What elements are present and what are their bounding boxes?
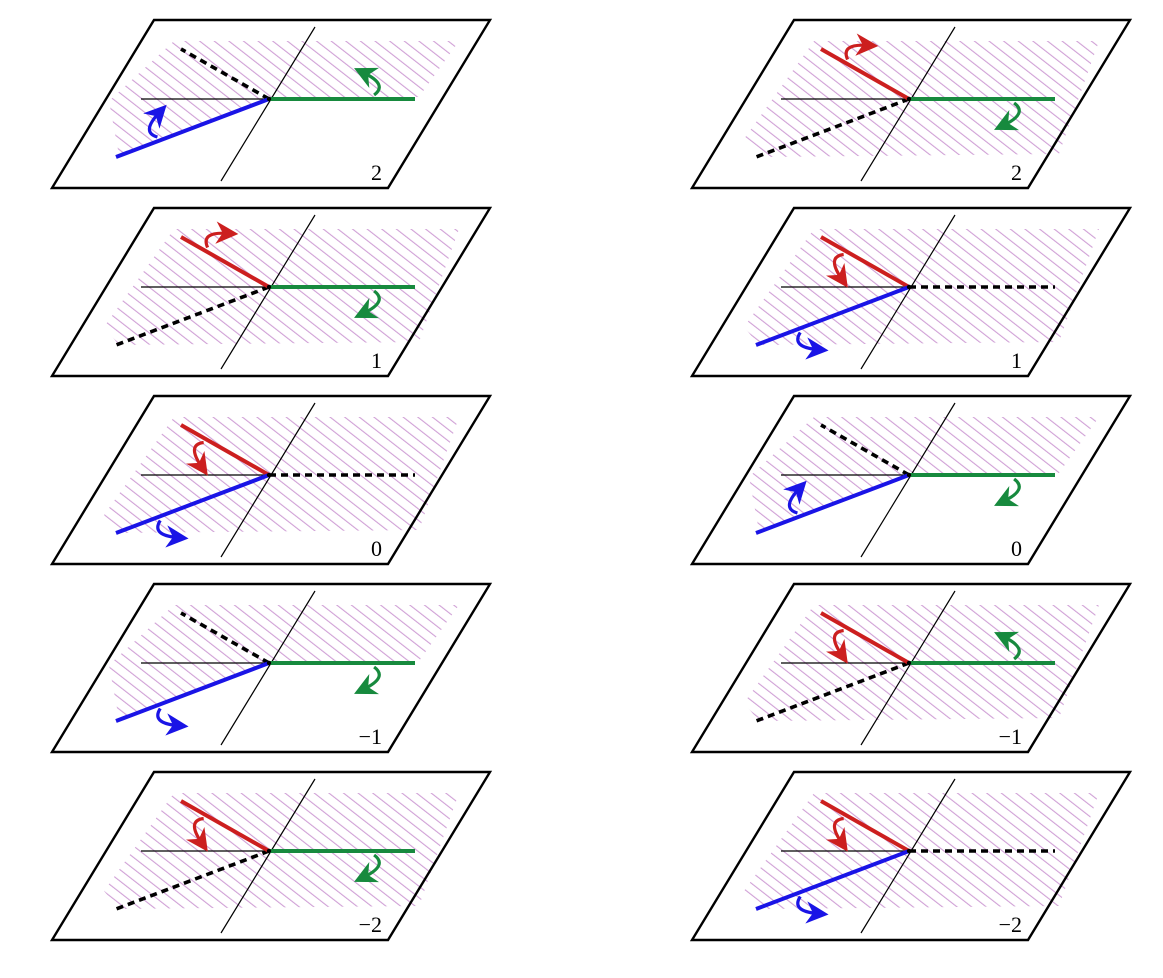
vertical-axis (860, 214, 956, 370)
arrow-green-cw (354, 853, 381, 883)
panel-left-3: −1 (49, 582, 493, 754)
branch-point (266, 848, 272, 854)
arrow-red-ccw (185, 816, 208, 852)
panel-frame (689, 18, 1133, 190)
ray-blue (115, 473, 270, 535)
branch-point (906, 848, 912, 854)
arrow-green-cw (354, 289, 381, 319)
panel-left-4: −2 (49, 770, 493, 942)
ray-blue (755, 285, 910, 347)
arrow-green-ccw (994, 631, 1021, 661)
panel-frame (689, 206, 1133, 378)
vertical-axis (860, 26, 956, 182)
ray-red (180, 799, 270, 853)
dashed-ray (180, 47, 270, 101)
panel-frame (49, 582, 493, 754)
arrow-red-cw (204, 221, 239, 249)
panel-label: 2 (371, 160, 382, 185)
panel-label: −2 (999, 912, 1022, 937)
branch-point (266, 660, 272, 666)
arrow-blue-cw (143, 104, 167, 139)
vertical-axis (860, 402, 956, 558)
arrow-blue-ccw (156, 707, 189, 736)
vertical-axis (220, 778, 316, 934)
panel-label: −2 (359, 912, 382, 937)
vertical-axis (220, 214, 316, 370)
vertical-axis (860, 590, 956, 746)
panel-frame (49, 770, 493, 942)
panel-label: 0 (371, 536, 382, 561)
panel-right-2: 0 (689, 394, 1133, 566)
panel-right-3: −1 (689, 582, 1133, 754)
dashed-ray (180, 611, 270, 665)
arrow-red-ccw (825, 628, 848, 664)
panel-label: 1 (371, 348, 382, 373)
branch-point (266, 284, 272, 290)
panel-label: −1 (359, 724, 382, 749)
panel-frame (49, 394, 493, 566)
dashed-ray (755, 97, 910, 159)
panel-right-0: 2 (689, 18, 1133, 190)
panel-label: 0 (1011, 536, 1022, 561)
ray-blue (755, 849, 910, 911)
arrow-red-ccw (825, 252, 848, 288)
vertical-axis (220, 26, 316, 182)
ray-blue (755, 473, 910, 535)
ray-blue (115, 97, 270, 159)
arrow-red-ccw (185, 440, 208, 476)
panel-frame (49, 18, 493, 190)
arrow-red-ccw (825, 816, 848, 852)
panel-frame (689, 394, 1133, 566)
ray-red (820, 47, 910, 101)
panel-label: 1 (1011, 348, 1022, 373)
vertical-axis (220, 590, 316, 746)
dashed-ray (115, 285, 270, 347)
ray-red (820, 235, 910, 289)
dashed-ray (755, 661, 910, 723)
arrow-blue-ccw (796, 895, 829, 924)
panel-frame (49, 206, 493, 378)
panel-label: −1 (999, 724, 1022, 749)
ray-red (180, 423, 270, 477)
vertical-axis (860, 778, 956, 934)
panel-left-1: 1 (49, 206, 493, 378)
arrow-green-ccw (354, 67, 381, 97)
branch-point (906, 472, 912, 478)
dashed-ray (115, 849, 270, 911)
panel-left-0: 2 (49, 18, 493, 190)
arrow-blue-cw (783, 480, 807, 515)
ray-red (820, 611, 910, 665)
arrow-red-cw (844, 33, 879, 61)
arrow-green-cw (994, 101, 1021, 131)
panel-right-4: −2 (689, 770, 1133, 942)
branch-point (906, 660, 912, 666)
panel-frame (689, 770, 1133, 942)
arrow-blue-ccw (796, 331, 829, 360)
branch-point (266, 96, 272, 102)
ray-blue (115, 661, 270, 723)
panel-frame (689, 582, 1133, 754)
vertical-axis (220, 402, 316, 558)
branch-point (266, 472, 272, 478)
arrow-green-cw (994, 477, 1021, 507)
dashed-ray (820, 423, 910, 477)
panel-right-1: 1 (689, 206, 1133, 378)
panel-left-2: 0 (49, 394, 493, 566)
branch-point (906, 96, 912, 102)
ray-red (820, 799, 910, 853)
arrow-green-cw (354, 665, 381, 695)
branch-point (906, 284, 912, 290)
ray-red (180, 235, 270, 289)
panel-label: 2 (1011, 160, 1022, 185)
arrow-blue-ccw (156, 519, 189, 548)
